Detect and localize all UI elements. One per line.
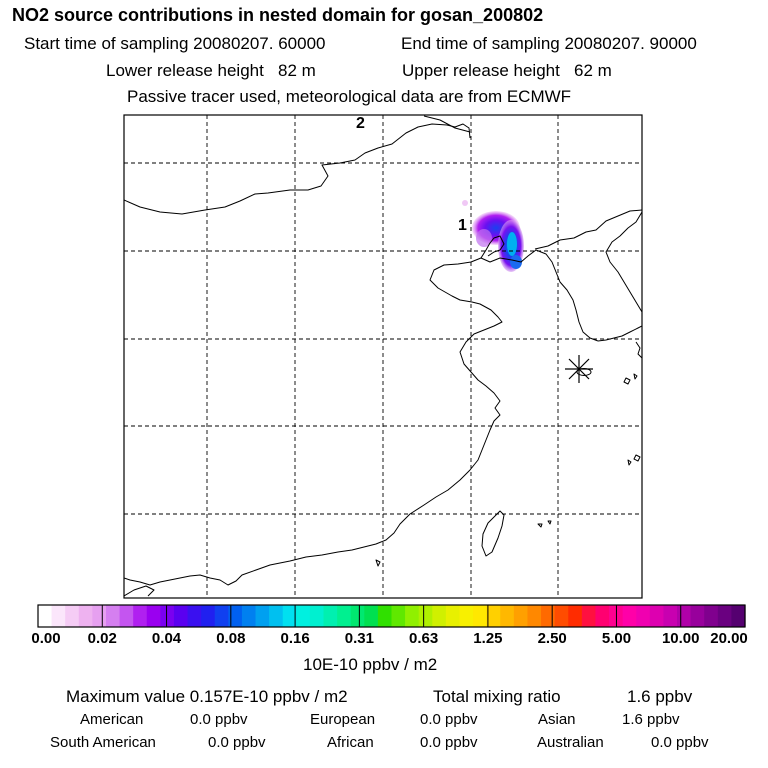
colorbar-swatch: [296, 605, 311, 627]
colorbar-swatch: [418, 605, 433, 627]
lower-release-height: Lower release height 82 m: [106, 61, 316, 80]
colorbar-swatch: [65, 605, 80, 627]
total-mixing-value: 1.6 ppbv: [627, 687, 693, 706]
start-time: Start time of sampling 20080207. 60000: [24, 34, 326, 53]
colorbar-swatch: [663, 605, 678, 627]
colorbar-swatch: [201, 605, 216, 627]
african-value: 0.0 ppbv: [420, 734, 478, 751]
receptor-asterisk-icon: [565, 355, 593, 383]
asian-value: 1.6 ppbv: [622, 711, 680, 728]
colorbar-tick-label: 0.02: [87, 630, 117, 647]
colorbar-swatch: [337, 605, 352, 627]
colorbar-swatch: [51, 605, 66, 627]
map-label-2: 2: [356, 115, 365, 132]
colorbar-swatch: [187, 605, 202, 627]
colorbar-swatch: [214, 605, 229, 627]
colorbar-swatch: [445, 605, 461, 627]
colorbar-swatch: [241, 605, 257, 627]
colorbar-swatch: [554, 605, 569, 627]
map-content: [124, 115, 642, 598]
australian-label: Australian: [537, 734, 604, 751]
colorbar-swatch: [581, 605, 597, 627]
map-label-1: 1: [458, 217, 467, 234]
colorbar-swatch: [677, 605, 692, 627]
colorbar-tick-label: 0.00: [31, 630, 61, 647]
map-frame: [123, 114, 643, 599]
european-value: 0.0 ppbv: [420, 711, 478, 728]
colorbar-swatch: [160, 605, 175, 627]
colorbar-swatch: [405, 605, 420, 627]
colorbar-swatch: [350, 605, 365, 627]
page-title: NO2 source contributions in nested domai…: [12, 5, 544, 25]
colorbar-swatch: [636, 605, 651, 627]
upper-release-height: Upper release height 62 m: [402, 61, 612, 80]
colorbar-swatch: [323, 605, 338, 627]
colorbar-swatch: [527, 605, 542, 627]
colorbar-tick-label: 0.16: [280, 630, 310, 647]
colorbar-swatch: [568, 605, 583, 627]
colorbar-tick-label: 0.04: [151, 630, 182, 647]
south-american-label: South American: [50, 734, 156, 751]
colorbar-tick-label: 1.25: [473, 630, 503, 647]
colorbar-swatch: [92, 605, 107, 627]
colorbar-tick-label: 2.50: [537, 630, 567, 647]
colorbar-swatch: [690, 605, 705, 627]
colorbar-unit: 10E-10 ppbv / m2: [303, 655, 438, 674]
colorbar-swatch: [622, 605, 637, 627]
colorbar-swatch: [377, 605, 393, 627]
australian-value: 0.0 ppbv: [651, 734, 709, 751]
colorbar-swatch: [255, 605, 270, 627]
colorbar-swatch: [133, 605, 148, 627]
colorbar-swatch: [486, 605, 501, 627]
colorbar-outline: [37, 604, 746, 628]
colorbar-swatch: [473, 605, 488, 627]
colorbar-swatch: [364, 605, 379, 627]
colorbar-swatch: [228, 605, 243, 627]
colorbar-tick-label: 5.00: [601, 630, 632, 647]
colorbar-swatch: [105, 605, 121, 627]
colorbar-swatch: [513, 605, 529, 627]
colorbar-swatch: [78, 605, 93, 627]
end-time: End time of sampling 20080207. 90000: [401, 34, 697, 53]
european-label: European: [310, 711, 376, 728]
colorbar: [37, 604, 746, 628]
colorbar-swatch: [391, 605, 406, 627]
south-american-value: 0.0 ppbv: [208, 734, 266, 751]
asian-label: Asian: [538, 711, 576, 728]
max-value: Maximum value 0.157E-10 ppbv / m2: [66, 687, 348, 706]
colorbar-swatch: [717, 605, 733, 627]
colorbar-swatch: [704, 605, 719, 627]
colorbar-swatch: [309, 605, 325, 627]
colorbar-swatch: [459, 605, 474, 627]
colorbar-swatch: [119, 605, 134, 627]
african-label: African: [327, 734, 374, 751]
colorbar-tick-label: 10.00: [661, 630, 700, 647]
colorbar-swatch: [38, 605, 53, 627]
colorbar-swatch: [146, 605, 161, 627]
colorbar-swatch: [173, 605, 189, 627]
american-label: American: [80, 711, 144, 728]
colorbar-swatch: [500, 605, 515, 627]
colorbar-swatch: [432, 605, 447, 627]
colorbar-tick-label: 0.63: [409, 630, 439, 647]
colorbar-swatch: [731, 605, 746, 627]
american-value: 0.0 ppbv: [190, 711, 248, 728]
colorbar-swatch: [595, 605, 610, 627]
graticule: [124, 115, 642, 598]
tracer-note: Passive tracer used, meteorological data…: [127, 87, 572, 106]
colorbar-swatch: [282, 605, 297, 627]
total-mixing-label: Total mixing ratio: [433, 687, 561, 706]
colorbar-swatch: [541, 605, 556, 627]
colorbar-swatch: [649, 605, 665, 627]
colorbar-swatch: [269, 605, 284, 627]
colorbar-tick-label: 20.00: [710, 630, 748, 647]
colorbar-tick-label: 0.31: [344, 630, 374, 647]
colorbar-tick-label: 0.08: [216, 630, 246, 647]
